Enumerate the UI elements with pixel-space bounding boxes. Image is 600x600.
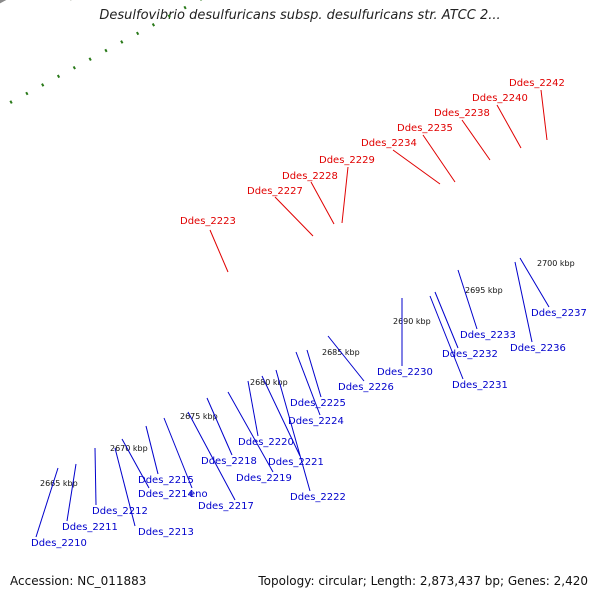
gene-label-ddes_2227[interactable]: Ddes_2227: [247, 186, 303, 197]
gene-label-ddes_2237[interactable]: Ddes_2237: [531, 308, 587, 319]
gene-label-ddes_2218[interactable]: Ddes_2218: [201, 456, 257, 467]
gene-label-ddes_2213[interactable]: Ddes_2213: [138, 527, 194, 538]
leader-line: [429, 295, 464, 380]
gene-label-ddes_2230[interactable]: Ddes_2230: [377, 367, 433, 378]
leader-line: [187, 411, 236, 501]
gene-label-ddes_2212[interactable]: Ddes_2212: [92, 506, 148, 517]
leader-line: [496, 104, 522, 149]
gene-label-eno[interactable]: eno: [189, 489, 208, 500]
gene-label-ddes_2238[interactable]: Ddes_2238: [434, 108, 490, 119]
scale-label: 2690 kbp: [393, 317, 431, 326]
gene-label-ddes_2223[interactable]: Ddes_2223: [180, 216, 236, 227]
leader-line: [306, 349, 322, 398]
scale-label: 2670 kbp: [110, 444, 148, 453]
backbone-highlight: [0, 0, 600, 18]
leader-line: [275, 369, 311, 492]
leader-line: [519, 257, 550, 308]
leader-line: [327, 335, 365, 382]
scale-label: 2665 kbp: [40, 479, 78, 488]
leader-line: [310, 181, 335, 225]
leader-line: [295, 351, 321, 416]
leader-line: [392, 149, 441, 185]
gene-label-ddes_2242[interactable]: Ddes_2242: [509, 78, 565, 89]
gene-label-ddes_2220[interactable]: Ddes_2220: [238, 437, 294, 448]
backbone-line: [0, 0, 7, 4]
gene-label-ddes_2233[interactable]: Ddes_2233: [460, 330, 516, 341]
scale-label: 2675 kbp: [180, 412, 218, 421]
leader-line: [163, 417, 193, 489]
leader-line: [457, 269, 478, 330]
leader-line: [94, 447, 97, 506]
leader-line: [422, 134, 456, 183]
tick-row-bottom: [9, 0, 203, 104]
gene-label-ddes_2228[interactable]: Ddes_2228: [282, 171, 338, 182]
genome-summary-text: Topology: circular; Length: 2,873,437 bp…: [258, 574, 588, 588]
leader-line: [247, 380, 259, 437]
leader-line: [227, 391, 274, 473]
leader-line: [261, 375, 301, 457]
gene-label-ddes_2221[interactable]: Ddes_2221: [268, 457, 324, 468]
gene-label-ddes_2215[interactable]: Ddes_2215: [138, 475, 194, 486]
gene-label-ddes_2226[interactable]: Ddes_2226: [338, 382, 394, 393]
accession-text: Accession: NC_011883: [10, 574, 147, 588]
gene-label-ddes_2231[interactable]: Ddes_2231: [452, 380, 508, 391]
gene-label-ddes_2219[interactable]: Ddes_2219: [236, 473, 292, 484]
leader-line: [145, 425, 159, 475]
gene-label-ddes_2210[interactable]: Ddes_2210: [31, 538, 87, 549]
gene-label-ddes_2234[interactable]: Ddes_2234: [361, 138, 417, 149]
leader-line: [35, 467, 59, 538]
scale-label: 2680 kbp: [250, 378, 288, 387]
leader-line: [206, 397, 233, 456]
leader-line: [274, 196, 314, 237]
leader-line: [66, 463, 77, 522]
leader-line: [514, 261, 533, 343]
gene-label-ddes_2225[interactable]: Ddes_2225: [290, 398, 346, 409]
gene-label-ddes_2236[interactable]: Ddes_2236: [510, 343, 566, 354]
gene-label-ddes_2211[interactable]: Ddes_2211: [62, 522, 118, 533]
leader-line: [540, 89, 548, 141]
map-title: Desulfovibrio desulfuricans subsp. desul…: [99, 8, 501, 23]
gene-label-ddes_2232[interactable]: Ddes_2232: [442, 349, 498, 360]
gene-label-ddes_2224[interactable]: Ddes_2224: [288, 416, 344, 427]
leader-line: [209, 229, 229, 273]
scale-label: 2695 kbp: [465, 286, 503, 295]
leader-line: [121, 438, 150, 489]
leader-line: [114, 447, 136, 527]
scale-label: 2700 kbp: [537, 259, 575, 268]
leader-line: [341, 166, 349, 224]
gene-label-ddes_2222[interactable]: Ddes_2222: [290, 492, 346, 503]
gene-label-ddes_2240[interactable]: Ddes_2240: [472, 93, 528, 104]
gene-label-ddes_2229[interactable]: Ddes_2229: [319, 155, 375, 166]
gene-label-ddes_2217[interactable]: Ddes_2217: [198, 501, 254, 512]
gene-label-ddes_2235[interactable]: Ddes_2235: [397, 123, 453, 134]
leader-line: [434, 291, 459, 349]
leader-line: [461, 119, 491, 161]
gene-label-ddes_2214[interactable]: Ddes_2214: [138, 489, 194, 500]
